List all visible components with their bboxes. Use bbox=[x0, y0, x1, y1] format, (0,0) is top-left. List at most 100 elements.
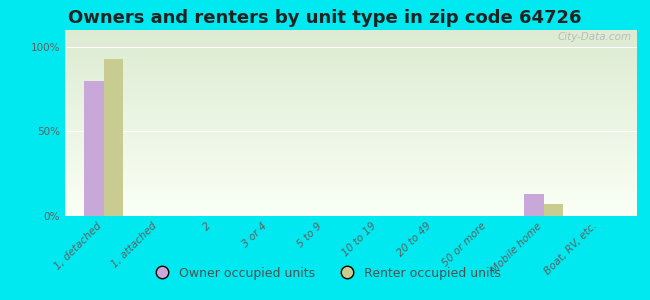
Bar bbox=[65, 39, 637, 41]
Bar bbox=[65, 177, 637, 179]
Bar bbox=[65, 205, 637, 207]
Bar bbox=[65, 108, 637, 110]
Bar bbox=[65, 171, 637, 173]
Bar bbox=[65, 190, 637, 192]
Bar bbox=[65, 196, 637, 197]
Bar bbox=[65, 194, 637, 196]
Bar bbox=[65, 149, 637, 151]
Bar bbox=[65, 71, 637, 73]
Bar bbox=[65, 54, 637, 56]
Bar bbox=[65, 47, 637, 49]
Bar bbox=[65, 69, 637, 71]
Legend: Owner occupied units, Renter occupied units: Owner occupied units, Renter occupied un… bbox=[144, 262, 506, 285]
Bar bbox=[65, 41, 637, 43]
Bar bbox=[65, 203, 637, 205]
Bar bbox=[65, 75, 637, 76]
Bar bbox=[65, 60, 637, 61]
Bar bbox=[65, 30, 637, 32]
Bar bbox=[65, 61, 637, 64]
Bar bbox=[65, 65, 637, 67]
Bar bbox=[65, 197, 637, 199]
Bar bbox=[65, 76, 637, 78]
Bar bbox=[65, 103, 637, 104]
Bar bbox=[65, 130, 637, 132]
Bar bbox=[65, 153, 637, 154]
Bar bbox=[65, 157, 637, 158]
Bar bbox=[103, 59, 123, 216]
Bar bbox=[65, 142, 637, 143]
Bar bbox=[65, 95, 637, 97]
Bar bbox=[65, 143, 637, 145]
Bar bbox=[65, 97, 637, 99]
Bar bbox=[65, 119, 637, 121]
Bar bbox=[65, 210, 637, 212]
Bar bbox=[65, 80, 637, 82]
Bar bbox=[65, 64, 637, 65]
Bar bbox=[84, 81, 103, 216]
Bar bbox=[65, 201, 637, 203]
Bar bbox=[65, 93, 637, 95]
Bar bbox=[543, 204, 563, 216]
Bar bbox=[65, 212, 637, 214]
Bar bbox=[65, 136, 637, 138]
Bar bbox=[65, 92, 637, 93]
Bar bbox=[65, 110, 637, 112]
Bar bbox=[65, 207, 637, 208]
Bar bbox=[65, 184, 637, 186]
Bar bbox=[65, 104, 637, 106]
Bar bbox=[65, 123, 637, 125]
Bar bbox=[65, 145, 637, 147]
Bar bbox=[65, 67, 637, 69]
Bar bbox=[65, 162, 637, 164]
Bar bbox=[65, 43, 637, 45]
Bar bbox=[65, 140, 637, 142]
Bar bbox=[65, 99, 637, 101]
Bar bbox=[65, 86, 637, 88]
Bar bbox=[65, 52, 637, 54]
Bar bbox=[65, 129, 637, 130]
Bar bbox=[65, 78, 637, 80]
Bar bbox=[65, 125, 637, 127]
Bar bbox=[65, 192, 637, 194]
Bar bbox=[65, 199, 637, 201]
Bar bbox=[65, 166, 637, 168]
Bar bbox=[65, 82, 637, 84]
Bar bbox=[65, 208, 637, 210]
Bar bbox=[65, 179, 637, 181]
Bar bbox=[65, 154, 637, 157]
Bar bbox=[65, 38, 637, 39]
Bar bbox=[65, 175, 637, 177]
Text: Owners and renters by unit type in zip code 64726: Owners and renters by unit type in zip c… bbox=[68, 9, 582, 27]
Bar bbox=[65, 56, 637, 58]
Bar bbox=[65, 89, 637, 92]
Bar bbox=[65, 186, 637, 188]
Bar bbox=[65, 147, 637, 149]
Text: City-Data.com: City-Data.com bbox=[557, 32, 631, 42]
Bar bbox=[65, 34, 637, 36]
Bar bbox=[65, 49, 637, 50]
Bar bbox=[65, 188, 637, 190]
Bar bbox=[65, 182, 637, 184]
Bar bbox=[65, 127, 637, 129]
Bar bbox=[65, 88, 637, 89]
Bar bbox=[65, 50, 637, 52]
Bar bbox=[65, 32, 637, 34]
Bar bbox=[65, 73, 637, 75]
Bar bbox=[65, 134, 637, 136]
Bar bbox=[65, 173, 637, 175]
Bar bbox=[65, 160, 637, 162]
Bar bbox=[65, 58, 637, 60]
Bar bbox=[65, 168, 637, 169]
Bar bbox=[65, 164, 637, 166]
Bar bbox=[65, 45, 637, 47]
Bar bbox=[65, 132, 637, 134]
Bar bbox=[65, 138, 637, 140]
Bar bbox=[65, 169, 637, 171]
Bar bbox=[65, 214, 637, 216]
Bar bbox=[65, 84, 637, 86]
Bar bbox=[65, 101, 637, 103]
Bar bbox=[65, 117, 637, 119]
Bar bbox=[525, 194, 543, 216]
Bar bbox=[65, 121, 637, 123]
Bar bbox=[65, 158, 637, 160]
